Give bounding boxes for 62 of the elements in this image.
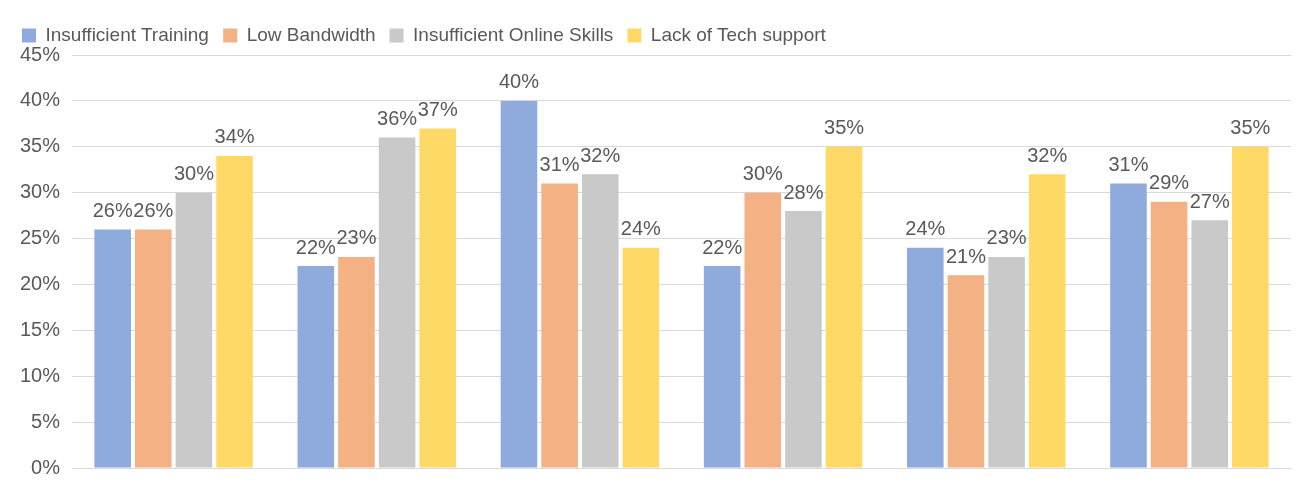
data-label: 22% [702,235,743,258]
data-label: 34% [214,125,255,148]
bar [1028,174,1066,468]
data-label: 35% [824,116,865,139]
bar [703,266,741,468]
data-label: 30% [742,162,784,185]
y-tick-label: 35% [20,134,61,157]
y-tick-label: 5% [31,409,61,432]
y-tick-label: 45% [20,42,61,65]
y-tick-label: 20% [20,271,61,294]
bar [622,247,660,468]
data-label: 26% [92,198,133,221]
data-label: 32% [580,143,621,166]
bar [907,247,944,468]
bar [1232,146,1269,468]
bar [1191,220,1229,468]
legend-label: Lack of Tech support [650,23,827,45]
data-label: 32% [1027,143,1068,166]
data-label: 23% [986,226,1027,249]
bar [297,266,335,468]
bar [541,183,578,468]
bar [988,256,1025,468]
data-label: 40% [498,70,540,93]
bar [338,256,375,468]
data-label: 24% [905,217,946,240]
data-label: 28% [783,180,824,203]
bar [947,275,985,468]
bar [500,100,538,468]
bar [175,192,213,468]
bar [94,229,131,468]
y-tick-label: 30% [20,180,61,203]
data-label: 30% [173,162,215,185]
data-label: 31% [1108,153,1149,175]
data-label: 23% [336,226,377,249]
y-tick-label: 0% [31,455,61,478]
y-tick-label: 40% [20,88,61,111]
data-label: 37% [417,97,458,120]
bar [1110,183,1147,468]
y-tick-label: 25% [20,226,61,249]
data-label: 24% [620,217,662,240]
data-label: 21% [945,244,987,267]
data-label: 22% [295,235,337,258]
legend-label: Insufficient Online Skills [413,23,614,45]
data-label: 36% [377,107,418,130]
legend-label: Insufficient Training [45,23,209,45]
bar [378,137,416,468]
bar [135,229,172,468]
legend-label: Low Bandwidth [246,23,376,45]
bar [785,211,822,468]
data-label: 31% [539,153,580,175]
bar [825,146,863,468]
y-tick-label: 10% [20,363,61,386]
bar [744,192,782,468]
data-label: 27% [1189,189,1230,212]
bar [216,155,253,468]
bar [581,174,619,468]
data-label: 29% [1149,171,1190,194]
data-label: 35% [1230,116,1271,139]
bar [1150,201,1188,468]
y-tick-label: 15% [20,317,61,340]
bar [419,128,457,468]
data-label: 26% [133,198,174,221]
